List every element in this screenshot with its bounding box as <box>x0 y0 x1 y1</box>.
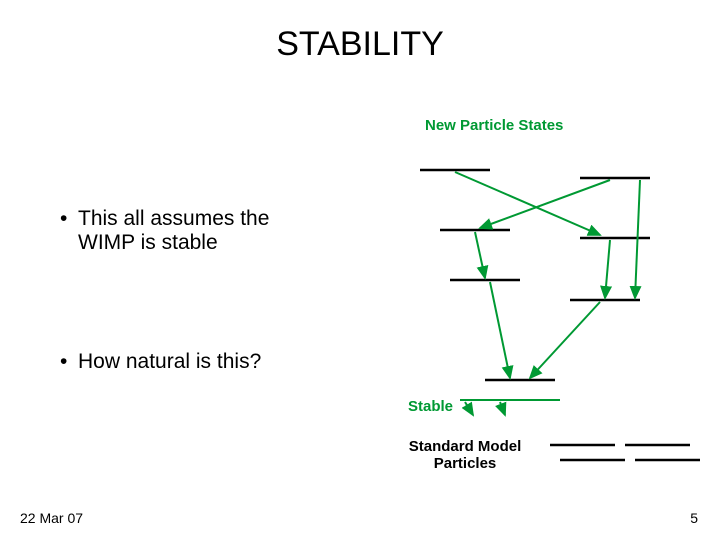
bullet-1-line-2: WIMP is stable <box>78 231 218 254</box>
label-new-states: New Particle States <box>425 117 563 134</box>
page-number: 5 <box>690 510 698 526</box>
bullet-1-line-1: This all assumes the <box>78 207 269 230</box>
bullet-2-text: How natural is this? <box>78 350 261 373</box>
bullet-2: •How natural is this? <box>60 350 261 374</box>
bullet-1: •This all assumes the WIMP is stable <box>60 207 269 255</box>
slide-title: STABILITY <box>0 25 720 64</box>
footer-date: 22 Mar 07 <box>20 510 83 526</box>
energy-level-diagram <box>400 150 700 480</box>
